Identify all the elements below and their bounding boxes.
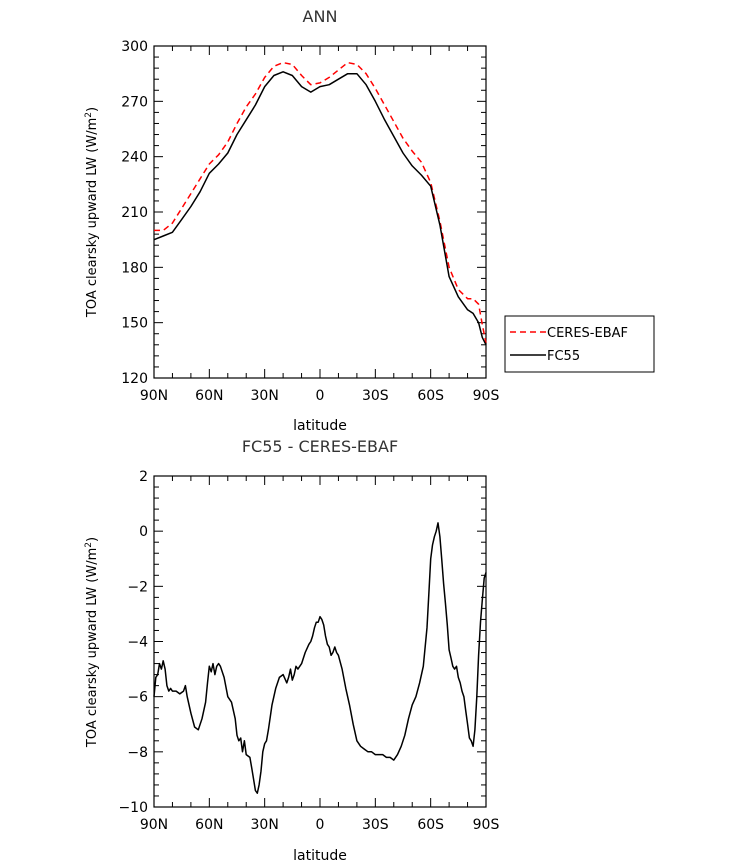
y-tick-label: −8: [127, 745, 148, 761]
y-tick-label: 150: [121, 316, 148, 332]
top-panel: ANN 90N 60N 30N 0 30S 60S 90S 120 150 180 210 240 27…: [84, 7, 499, 434]
y-tick-label: −10: [118, 800, 148, 816]
series-line-1-0: [153, 522, 487, 794]
x-tick-label: 30N: [251, 817, 279, 833]
y-tick-label: 300: [121, 39, 148, 55]
top-series-lines: [153, 61, 487, 346]
top-chart-title: ANN: [303, 7, 338, 26]
legend-label-ceres: CERES-EBAF: [547, 326, 628, 341]
y-tick-label: −2: [127, 579, 148, 595]
top-axes: 90N 60N 30N 0 30S 60S 90S 120 150 180 210 240 270 300: [121, 39, 499, 404]
x-tick-label: 60S: [417, 388, 444, 404]
legend-label-fc55: FC55: [547, 349, 580, 364]
x-tick-label: 90N: [140, 388, 168, 404]
x-tick-label: 90S: [473, 388, 500, 404]
x-tick-label: 60N: [195, 388, 223, 404]
series-line-0-1: [153, 71, 487, 346]
legend: CERES-EBAF FC55: [504, 315, 655, 373]
bottom-panel: FC55 - CERES-EBAF 90N 60N 30N 0 30S 60S 90S −10…: [84, 437, 499, 864]
series-line-0-0: [154, 61, 487, 344]
y-tick-label: 180: [121, 260, 148, 276]
x-tick-label: 90N: [140, 817, 168, 833]
top-x-axis-label: latitude: [293, 418, 347, 434]
bottom-plot-frame: [153, 475, 487, 808]
x-tick-label: 0: [316, 388, 325, 404]
y-tick-label: 120: [121, 371, 148, 387]
x-tick-label: 60S: [417, 817, 444, 833]
legend-box: [504, 315, 655, 373]
y-tick-label: 210: [121, 205, 148, 221]
top-y-axis-label: TOA clearsky upward LW (W/m2): [84, 107, 100, 318]
bottom-y-axis-label: TOA clearsky upward LW (W/m2): [84, 537, 100, 748]
y-tick-label: −6: [127, 690, 148, 706]
y-tick-label: 2: [139, 469, 148, 485]
x-tick-label: 0: [316, 817, 325, 833]
bottom-x-axis-label: latitude: [293, 848, 347, 864]
y-tick-label: −4: [127, 635, 148, 651]
x-tick-label: 30N: [251, 388, 279, 404]
y-tick-label: 270: [121, 94, 148, 110]
x-tick-label: 60N: [195, 817, 223, 833]
y-tick-label: 0: [139, 524, 148, 540]
x-tick-label: 90S: [473, 817, 500, 833]
x-tick-label: 30S: [362, 388, 389, 404]
bottom-series-lines: [153, 522, 487, 794]
y-tick-label: 240: [121, 150, 148, 166]
bottom-chart-title: FC55 - CERES-EBAF: [242, 437, 398, 456]
x-tick-label: 30S: [362, 817, 389, 833]
bottom-axes: 90N 60N 30N 0 30S 60S 90S −10 −8 −6 −4 −2 0 2: [118, 469, 499, 833]
